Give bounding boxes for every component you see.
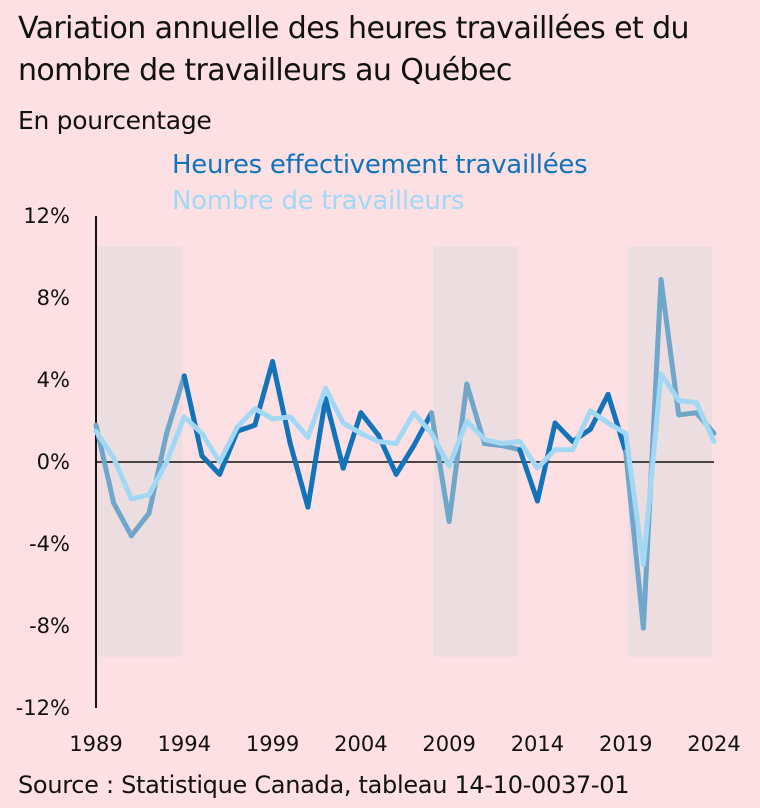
series-travailleurs-line: [93, 371, 717, 567]
y-tick-labels: 12% 8% 4% 0% -4% -8% -12%: [16, 204, 70, 720]
y-tick-label: -4%: [29, 532, 70, 556]
series-heures-segment: [164, 373, 187, 436]
series-lines: [93, 277, 717, 631]
y-tick-label: -8%: [29, 614, 70, 638]
series-heures-segment: [111, 500, 134, 539]
series-heures-segment: [323, 395, 346, 471]
x-tick-label: 2019: [599, 732, 652, 756]
y-tick-label: 0%: [37, 450, 70, 474]
x-tick-label: 1989: [69, 732, 122, 756]
series-heures-segment: [676, 410, 699, 418]
series-heures-segment: [587, 391, 611, 432]
series-heures-segment: [411, 410, 434, 449]
x-tick-label: 2009: [422, 732, 475, 756]
y-tick-label: -12%: [16, 696, 70, 720]
series-heures-segment: [199, 453, 223, 477]
series-heures-segment: [393, 443, 417, 477]
chart-subtitle: En pourcentage: [18, 106, 212, 135]
chart-source: Source : Statistique Canada, tableau 14-…: [18, 771, 630, 799]
series-heures-segment: [517, 447, 540, 504]
series-heures-segment: [499, 443, 523, 453]
x-tick-label: 2004: [334, 732, 387, 756]
x-tick-label: 1999: [246, 732, 299, 756]
recession-bands: [98, 246, 712, 657]
series-heures-segment: [428, 410, 452, 524]
series-heures-segment: [287, 441, 311, 510]
x-tick-labels: 1989 1994 1999 2004 2009 2014 2019 2024: [69, 732, 740, 756]
series-heures-segment: [252, 359, 276, 428]
series-heures-segment: [234, 422, 258, 434]
series-heures-segment: [552, 420, 576, 444]
series-heures-segment: [305, 395, 329, 510]
series-heures-segment: [446, 381, 470, 524]
y-tick-label: 12%: [23, 204, 70, 228]
x-tick-label: 1994: [158, 732, 211, 756]
legend-entry-travailleurs: Nombre de travailleurs: [172, 186, 465, 216]
series-heures-segment: [623, 449, 646, 631]
y-tick-label: 8%: [37, 286, 70, 310]
series-heures-segment: [181, 373, 205, 459]
legend-entry-heures: Heures effectivement travaillées: [172, 150, 588, 180]
series-heures-segment: [128, 510, 152, 539]
series-heures-segment: [340, 410, 364, 471]
x-tick-label: 2024: [687, 732, 740, 756]
series-heures-segment: [605, 391, 629, 455]
chart-title: Variation annuelle des heures travaillée…: [18, 11, 690, 88]
y-tick-label: 4%: [37, 368, 70, 392]
recession-band: [433, 246, 518, 657]
series-heures-segment: [270, 359, 293, 447]
series-heures-segment: [358, 410, 382, 438]
x-tick-label: 2014: [511, 732, 564, 756]
